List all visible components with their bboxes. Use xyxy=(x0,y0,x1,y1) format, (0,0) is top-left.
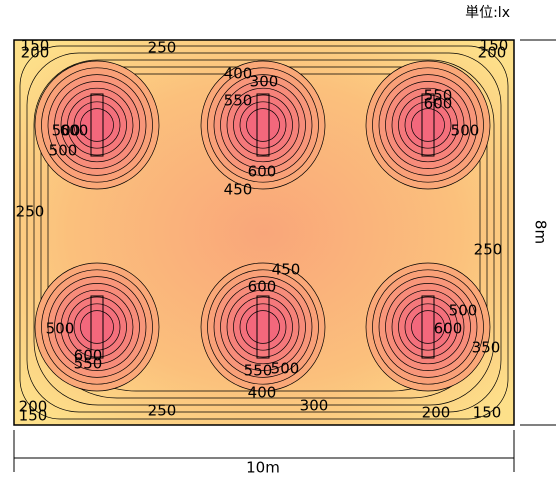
contour-label: 500 xyxy=(46,320,75,338)
luminaire xyxy=(256,295,270,359)
contour-label: 250 xyxy=(148,39,177,57)
luminaire xyxy=(90,93,104,157)
contour xyxy=(246,108,280,142)
contour-label: 500 xyxy=(52,122,81,140)
contour-label: 150 xyxy=(473,404,502,422)
contour xyxy=(411,310,445,344)
contour-label: 500 xyxy=(449,302,478,320)
contour-label: 350 xyxy=(472,339,501,357)
contour-label: 450 xyxy=(272,261,301,279)
contour-label: 600 xyxy=(434,320,463,338)
contour-label: 150 xyxy=(480,37,509,55)
contour xyxy=(80,108,114,142)
contour-label: 200 xyxy=(478,44,507,62)
contour-label: 200 xyxy=(21,44,50,62)
contour xyxy=(33,59,495,406)
contour-label: 500 xyxy=(451,122,480,140)
contour xyxy=(246,310,280,344)
unit-label: 単位:lx xyxy=(465,5,510,21)
height-label: 8m xyxy=(532,220,550,244)
contour xyxy=(411,108,445,142)
luminaire xyxy=(256,93,270,157)
contours xyxy=(19,45,509,420)
contour-label: 500 xyxy=(49,142,78,160)
contour xyxy=(80,310,114,344)
luminaire xyxy=(421,93,435,157)
contour-label: 450 xyxy=(224,181,253,199)
contour-label: 550 xyxy=(224,92,253,110)
contour-label: 250 xyxy=(474,241,503,259)
contour-label: 600 xyxy=(248,278,277,296)
width-label: 10m xyxy=(246,459,280,477)
contour-label: 400 xyxy=(248,384,277,402)
luminaire xyxy=(90,295,104,359)
contour-label: 150 xyxy=(21,37,50,55)
contour-label: 300 xyxy=(250,73,279,91)
contour-label: 250 xyxy=(16,203,45,221)
contour-label: 250 xyxy=(148,402,177,420)
contour-label: 550 xyxy=(424,87,453,105)
contour xyxy=(19,45,509,420)
contour-label: 500 xyxy=(271,360,300,378)
contour-label: 300 xyxy=(300,397,329,415)
contour-label: 550 xyxy=(74,355,103,373)
luminaire xyxy=(421,295,435,359)
contour-label: 600 xyxy=(74,347,103,365)
contour-label: 600 xyxy=(424,95,453,113)
contour-label: 600 xyxy=(60,122,89,140)
contour-label: 200 xyxy=(19,398,48,416)
contour-label: 150 xyxy=(19,407,48,425)
contour-label: 550 xyxy=(244,362,273,380)
contour-label: 400 xyxy=(224,65,253,83)
contour-label: 600 xyxy=(248,163,277,181)
contour xyxy=(26,52,502,413)
contour-label: 200 xyxy=(422,404,451,422)
